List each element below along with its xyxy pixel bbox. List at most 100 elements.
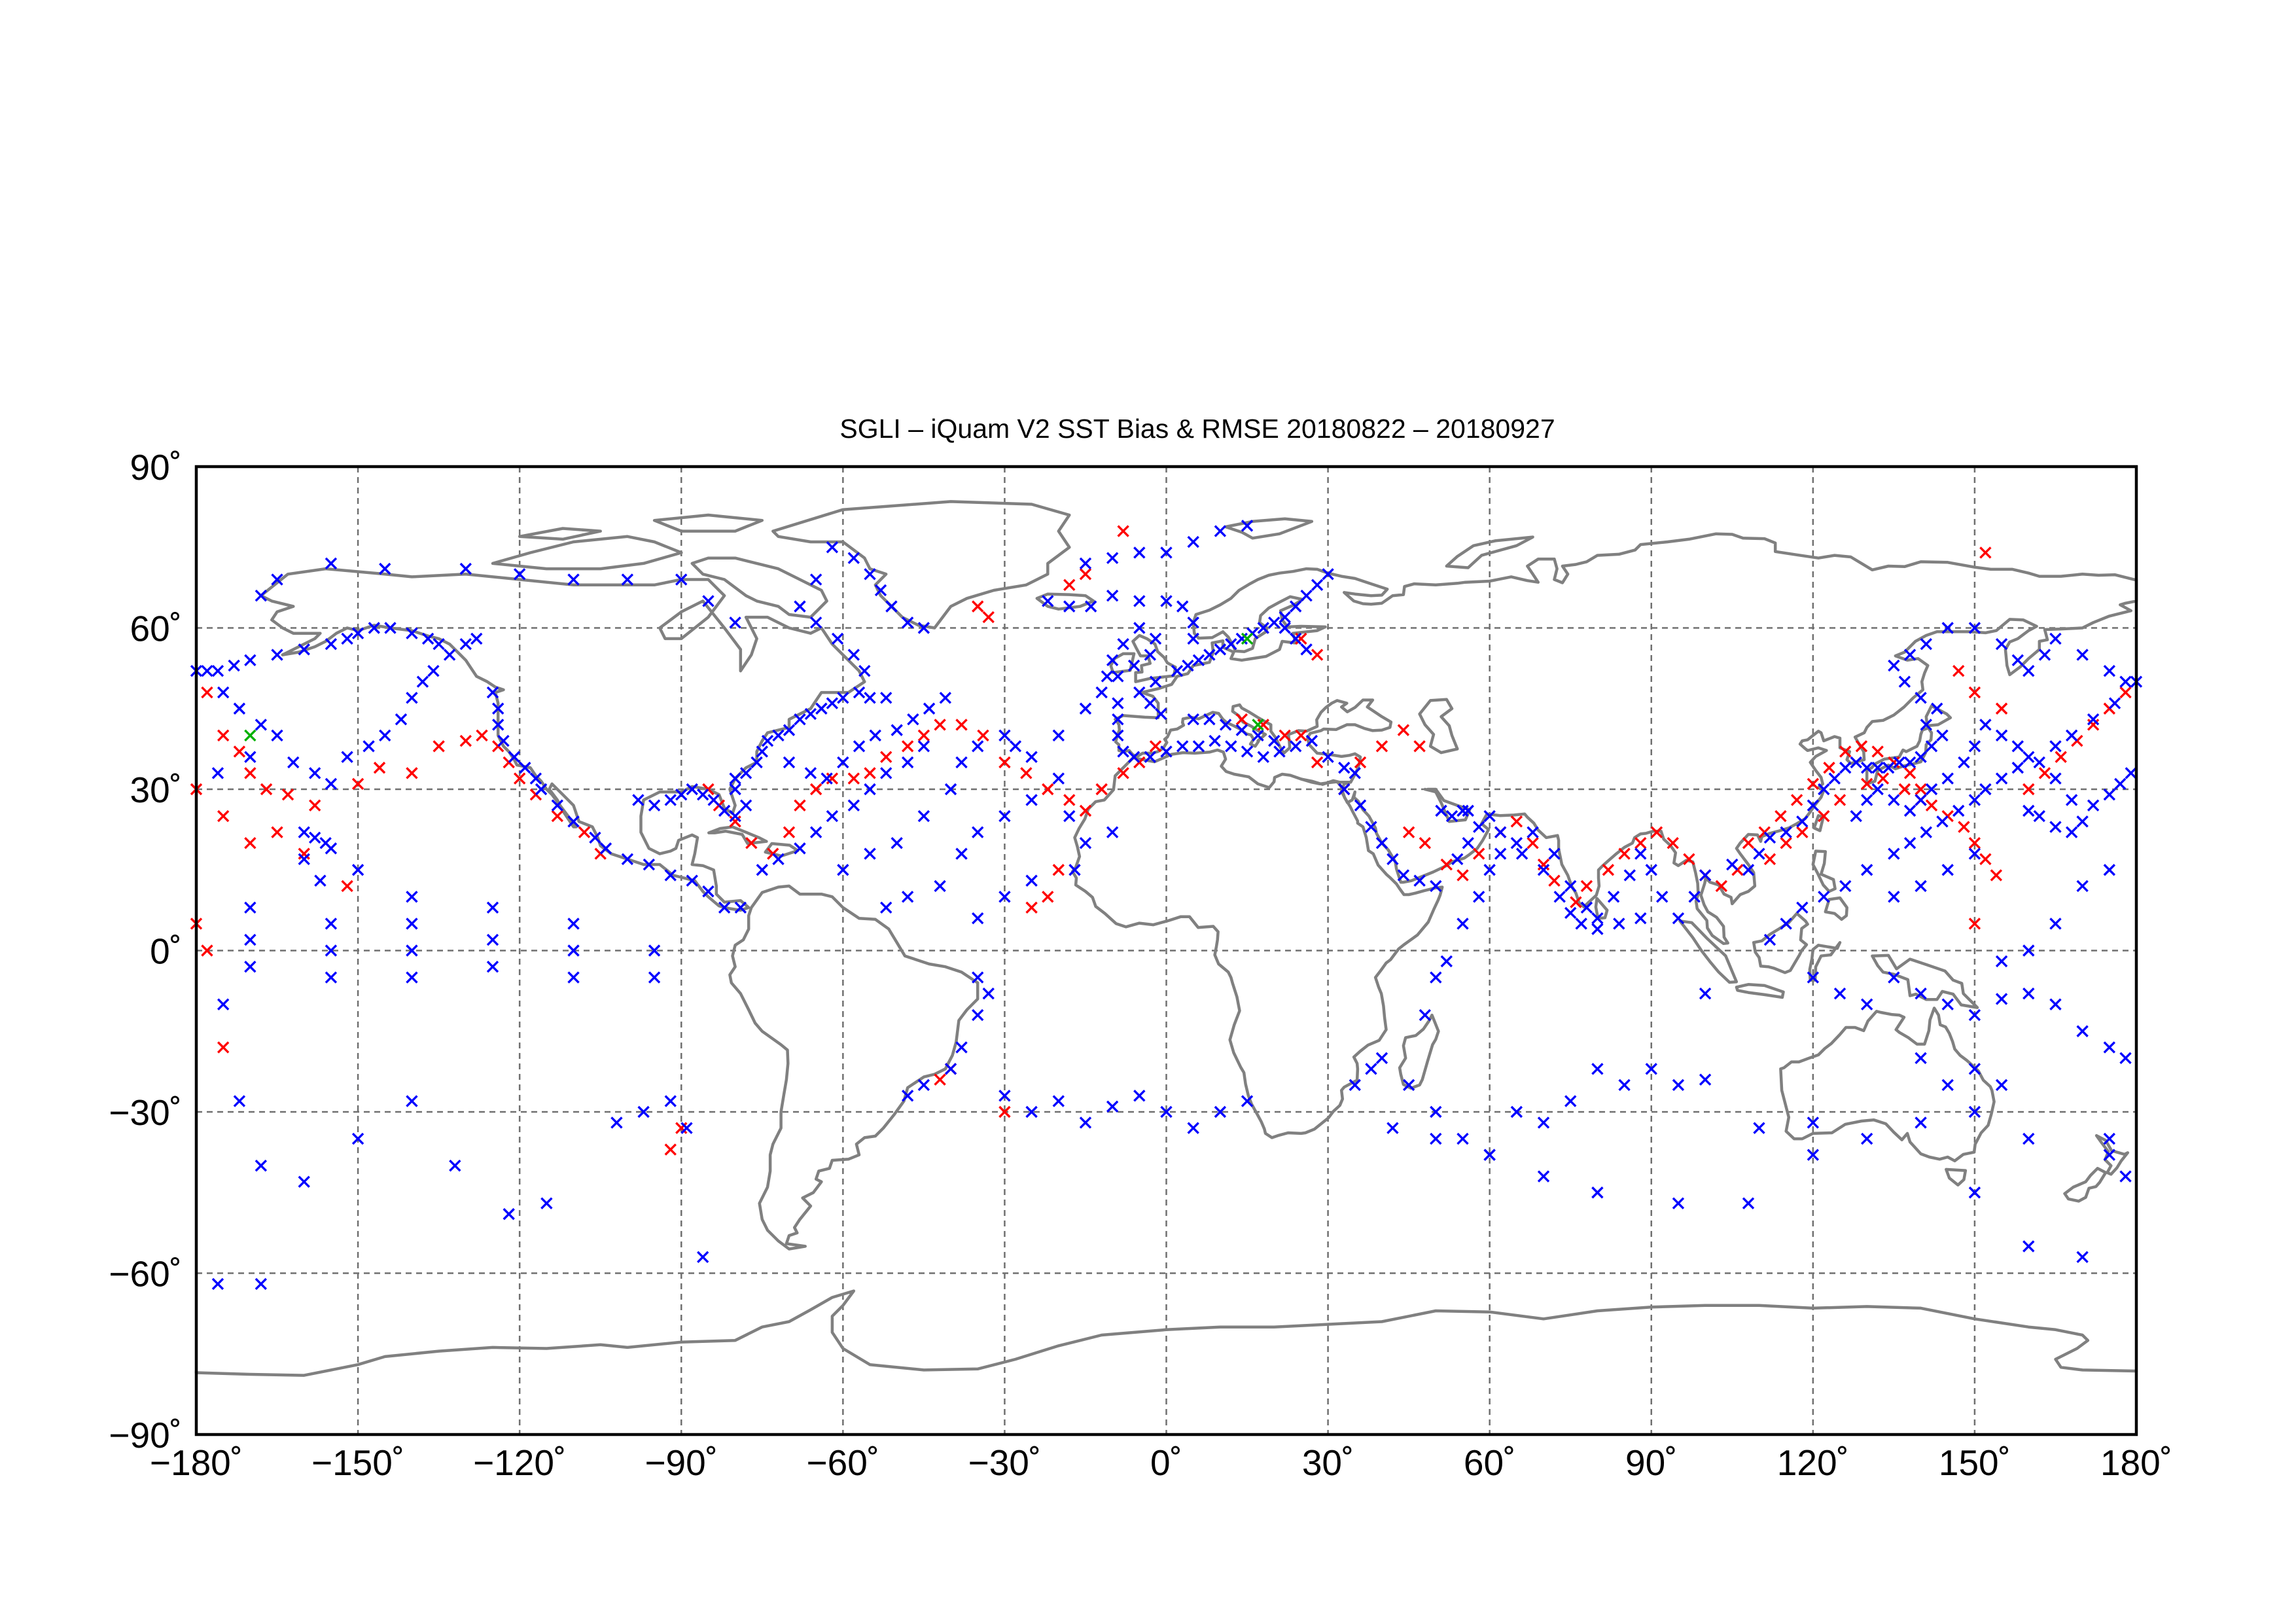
red-marker — [1419, 836, 1432, 849]
blue-marker — [459, 562, 472, 575]
blue-marker — [972, 826, 984, 838]
blue-marker — [1457, 804, 1469, 817]
blue-marker — [1386, 1122, 1399, 1134]
blue-marker — [233, 702, 246, 715]
red-marker — [934, 1073, 946, 1086]
blue-marker — [1305, 734, 1318, 747]
blue-marker — [2038, 649, 2051, 661]
coastline-baffin-island — [690, 556, 828, 619]
blue-marker — [1106, 552, 1119, 564]
blue-marker — [1176, 740, 1189, 753]
blue-marker — [1106, 1100, 1119, 1113]
blue-marker — [1025, 874, 1038, 887]
blue-marker — [1537, 864, 1550, 876]
blue-marker — [1941, 998, 1954, 1010]
red-marker — [1570, 896, 1582, 908]
blue-marker — [1079, 836, 1092, 849]
blue-marker — [1882, 761, 1895, 774]
blue-marker — [1995, 729, 2008, 742]
blue-marker — [2076, 1251, 2089, 1264]
blue-marker — [664, 1095, 677, 1107]
blue-marker — [686, 874, 698, 887]
blue-marker — [211, 1277, 224, 1291]
blue-marker — [885, 600, 898, 613]
blue-marker — [384, 622, 397, 634]
blue-marker — [470, 632, 483, 645]
blue-marker — [1365, 1063, 1377, 1075]
blue-marker — [1888, 847, 1900, 860]
red-marker — [1311, 756, 1324, 769]
blue-marker — [1419, 1008, 1432, 1022]
blue-marker — [1742, 864, 1755, 876]
blue-marker — [1112, 697, 1124, 709]
blue-marker — [783, 724, 796, 736]
blue-marker — [756, 864, 768, 876]
blue-marker — [1527, 826, 1539, 838]
blue-marker — [362, 740, 375, 753]
blue-marker — [325, 777, 338, 790]
blue-marker — [551, 799, 564, 812]
blue-marker — [1931, 702, 1943, 715]
red-marker — [1915, 783, 1927, 796]
red-marker — [982, 611, 995, 624]
blue-marker — [1860, 1132, 1873, 1145]
blue-marker — [1672, 1079, 1685, 1092]
blue-marker — [1699, 988, 1712, 1000]
blue-marker — [847, 649, 860, 661]
blue-marker — [1903, 649, 1916, 661]
blue-marker — [1656, 891, 1669, 903]
red-marker — [1715, 880, 1728, 893]
blue-marker — [1510, 1105, 1523, 1118]
blue-marker — [1925, 740, 1938, 753]
blue-marker — [298, 826, 310, 838]
blue-marker — [1968, 740, 1981, 753]
blue-marker — [2049, 918, 2062, 930]
blue-marker — [934, 880, 946, 893]
red-marker — [1063, 794, 1076, 806]
blue-marker — [492, 702, 504, 715]
red-marker — [1354, 756, 1367, 769]
red-marker — [1877, 772, 1890, 785]
blue-marker — [1451, 853, 1464, 866]
blue-marker — [1564, 906, 1577, 919]
blue-marker — [1995, 772, 2008, 785]
blue-marker — [1742, 1197, 1755, 1209]
blue-marker — [815, 702, 828, 715]
blue-marker — [325, 842, 338, 855]
blue-marker — [325, 918, 338, 930]
red-marker — [1780, 836, 1792, 849]
blue-marker — [1214, 525, 1227, 537]
red-marker — [745, 836, 758, 849]
blue-marker — [702, 885, 715, 898]
blue-marker — [901, 1090, 914, 1102]
blue-marker — [1699, 869, 1712, 882]
blue-marker — [433, 637, 445, 651]
x-axis-tick-labels: −180˚ −150˚ −120˚ −90˚ −60˚ −30˚ 0˚ 30˚ 60˚ 90˚ 12… — [150, 1442, 2172, 1483]
blue-marker — [1079, 702, 1092, 715]
blue-marker — [244, 654, 256, 667]
x-tick-label: −120˚ — [473, 1442, 566, 1483]
red-marker — [1537, 858, 1550, 871]
blue-marker — [1025, 751, 1038, 763]
blue-marker — [2033, 810, 2045, 823]
blue-marker — [1445, 810, 1458, 823]
blue-marker — [696, 789, 709, 801]
blue-marker — [1483, 810, 1496, 823]
blue-marker — [837, 692, 849, 704]
blue-marker — [1726, 858, 1739, 871]
blue-marker — [632, 794, 645, 806]
blue-marker — [2033, 756, 2045, 769]
red-marker — [244, 836, 256, 849]
red-marker — [308, 799, 321, 812]
blue-marker — [1300, 589, 1313, 602]
red-marker — [1149, 740, 1162, 753]
blue-marker — [492, 719, 504, 731]
blue-marker — [1915, 794, 1927, 806]
y-tick-label: −30˚ — [109, 1092, 182, 1133]
blue-marker — [794, 713, 806, 726]
red-marker — [1979, 546, 1992, 559]
x-tick-label: −150˚ — [311, 1442, 404, 1483]
blue-marker — [972, 971, 984, 984]
blue-marker — [1133, 546, 1146, 559]
blue-marker — [1203, 649, 1216, 661]
